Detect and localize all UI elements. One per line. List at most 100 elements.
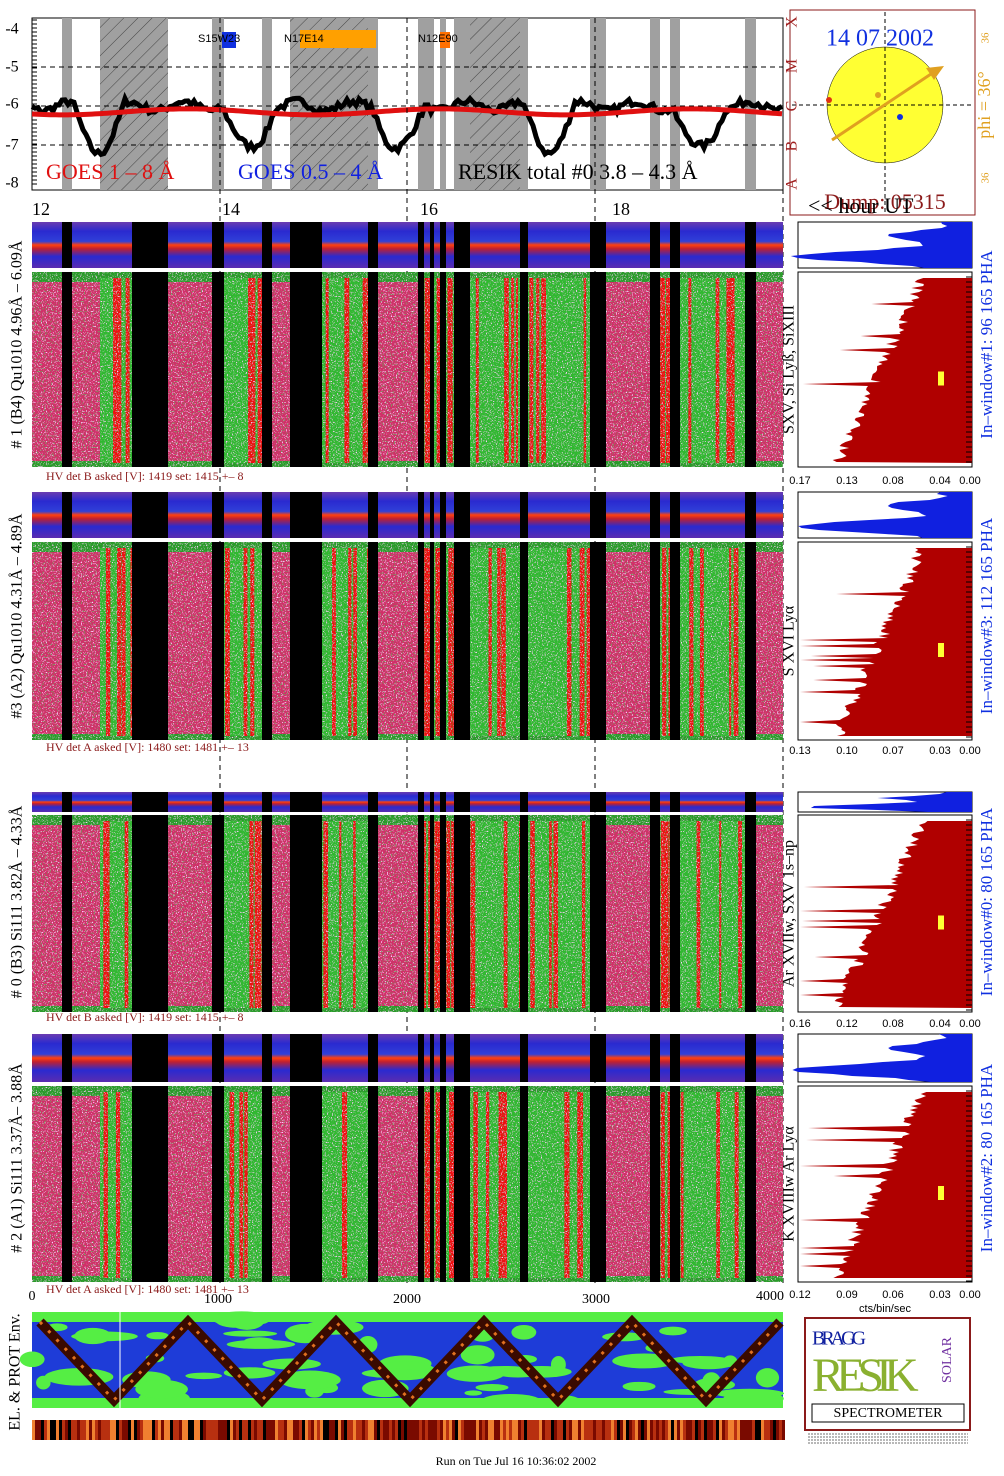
env-patch [146, 1332, 169, 1340]
env-colorbar [137, 1420, 140, 1440]
region-bar [222, 32, 236, 48]
env-colorbar [518, 1420, 521, 1440]
env-colorbar [233, 1420, 236, 1440]
rate-tick: 0.16 [789, 1018, 810, 1030]
channel-tick: 2000 [393, 1292, 421, 1307]
gap [590, 272, 606, 467]
window-label: In–window#2: 80 165 PHA [977, 1063, 996, 1252]
env-colorbar [617, 1420, 620, 1440]
env-colorbar [410, 1420, 413, 1440]
env-colorbar [317, 1420, 320, 1440]
gap [430, 815, 434, 1012]
spectrum [800, 821, 972, 1008]
env-colorbar [86, 1420, 89, 1440]
pha-strip [470, 792, 520, 812]
env-colorbar [257, 1420, 260, 1440]
env-colorbar [467, 1420, 470, 1440]
env-colorbar [566, 1420, 569, 1440]
env-patch [475, 1383, 509, 1392]
pha-strip [262, 1034, 272, 1082]
pha-strip [660, 492, 670, 538]
gap [290, 542, 322, 740]
env-colorbar [245, 1420, 248, 1440]
spectrum-marker [938, 643, 944, 657]
env-colorbar [347, 1420, 350, 1440]
env-colorbar [380, 1420, 383, 1440]
env-colorbar [722, 1420, 725, 1440]
env-colorbar [344, 1420, 347, 1440]
hv-line: HV det B asked [V]: 1419 set: 1415 +– 8 [46, 1010, 244, 1024]
env-colorbar [458, 1420, 461, 1440]
line-label: SXV, Si Lyß, SiXIII [781, 305, 798, 434]
env-colorbar [89, 1420, 92, 1440]
gap [430, 272, 434, 467]
pha-strip [72, 792, 100, 812]
env-colorbar [644, 1420, 647, 1440]
env-colorbar [743, 1420, 746, 1440]
env-colorbar [482, 1420, 485, 1440]
env-colorbar [200, 1420, 203, 1440]
pha-strip [100, 222, 132, 268]
pha-strip [454, 1034, 470, 1082]
env-colorbar [359, 1420, 362, 1440]
env-colorbar [203, 1420, 206, 1440]
env-colorbar [437, 1420, 440, 1440]
pha-strip [430, 792, 434, 812]
gap [454, 1086, 470, 1282]
pha-strip [660, 222, 670, 268]
pha-strip [368, 492, 378, 538]
pha-strip [606, 1034, 650, 1082]
goes-ytick: -8 [5, 175, 18, 192]
gap [62, 542, 72, 740]
channel-tick: 0 [29, 1289, 36, 1304]
env-colorbar [227, 1420, 230, 1440]
env-colorbar [107, 1420, 110, 1440]
flare-class: M [784, 59, 801, 73]
env-colorbar [755, 1420, 758, 1440]
env-patch [511, 1324, 537, 1340]
env-colorbar [569, 1420, 572, 1440]
env-colorbar [494, 1420, 497, 1440]
logo-spectrometer: SPECTROMETER [834, 1406, 944, 1421]
gap [262, 272, 272, 467]
pha-strip [62, 492, 72, 538]
pha-strip [378, 792, 418, 812]
legend-resik: RESIK total #0 3.8 – 4.3 Å [458, 159, 698, 184]
pha-strip [434, 222, 440, 268]
logo-resik: RESIK [812, 1349, 919, 1402]
texts: -4 -5 -6 -7 -8 X M C B A GOES 1 – 8 Å GO… [5, 16, 996, 1468]
env-colorbar [404, 1420, 407, 1440]
pha-strip [440, 1034, 446, 1082]
gap [132, 272, 168, 467]
env-colorbar [266, 1420, 269, 1440]
channel-tick: 3000 [582, 1292, 610, 1307]
phi-small: 36 [980, 32, 992, 44]
sun-arrow [926, 66, 944, 80]
pha-strip [670, 792, 680, 812]
env-colorbar [698, 1420, 701, 1440]
env-colorbar [656, 1420, 659, 1440]
env-colorbar [515, 1420, 518, 1440]
env-colorbar [377, 1420, 380, 1440]
env-patch [715, 1388, 784, 1399]
env-colorbar [779, 1420, 782, 1440]
pha-strip [32, 222, 62, 268]
gap [745, 1086, 756, 1282]
pha-strip [440, 792, 446, 812]
env-colorbar [143, 1420, 146, 1440]
pha-strip [62, 792, 72, 812]
env-colorbar [116, 1420, 119, 1440]
env-colorbar [134, 1420, 137, 1440]
env-colorbar [83, 1420, 86, 1440]
pha-strip [650, 222, 660, 268]
pha-strip [418, 492, 424, 538]
rate-tick: 0.03 [929, 745, 950, 757]
env-colorbar [659, 1420, 662, 1440]
pha-strip [100, 792, 132, 812]
env-colorbar [773, 1420, 776, 1440]
env-colorbar [314, 1420, 317, 1440]
pha-strip [745, 792, 756, 812]
env-colorbar [557, 1420, 560, 1440]
env-colorbar [62, 1420, 65, 1440]
env-patch [464, 1390, 483, 1396]
